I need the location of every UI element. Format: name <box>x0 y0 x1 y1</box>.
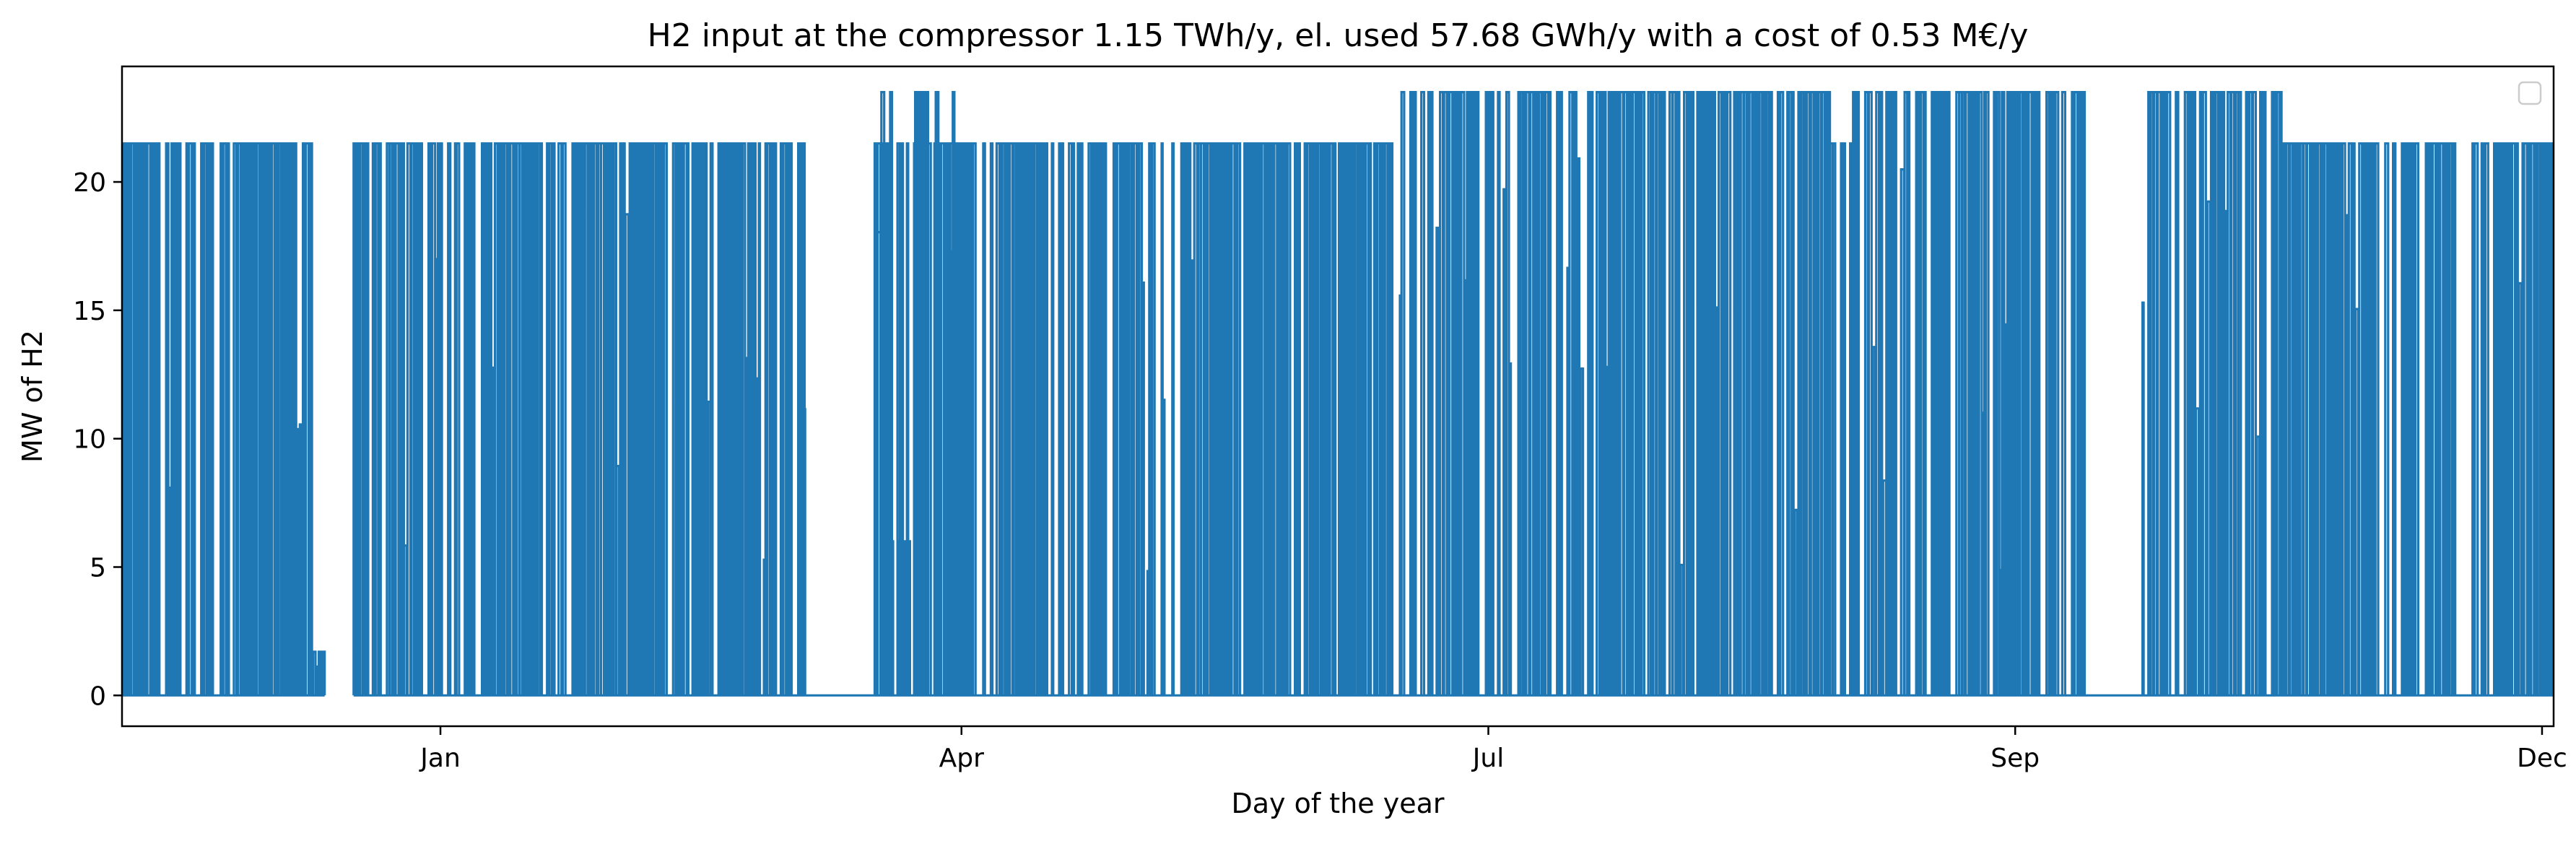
legend-box <box>2518 81 2542 105</box>
chart-title: H2 input at the compressor 1.15 TWh/y, e… <box>648 17 2029 54</box>
x-axis: Jan Apr Jul Sep Dec <box>419 726 2567 773</box>
series-h2-input <box>122 91 2554 697</box>
x-tick-label: Jan <box>419 744 461 773</box>
y-tick-label: 20 <box>73 168 106 198</box>
plot-area <box>121 65 2555 728</box>
x-tick-label: Jul <box>1471 744 1504 773</box>
y-axis-label: MW of H2 <box>17 330 48 463</box>
y-tick-label: 15 <box>73 297 106 326</box>
y-axis: 0 5 10 15 20 <box>73 168 122 711</box>
y-tick-label: 10 <box>73 425 106 455</box>
plot-frame <box>121 65 2555 728</box>
x-tick-label: Dec <box>2517 744 2567 773</box>
series-line <box>122 91 2554 697</box>
x-tick-label: Apr <box>939 744 984 773</box>
y-tick-label: 0 <box>90 681 106 711</box>
y-tick-label: 5 <box>90 554 106 583</box>
x-tick-label: Sep <box>1990 744 2040 773</box>
x-axis-label: Day of the year <box>1231 788 1444 819</box>
